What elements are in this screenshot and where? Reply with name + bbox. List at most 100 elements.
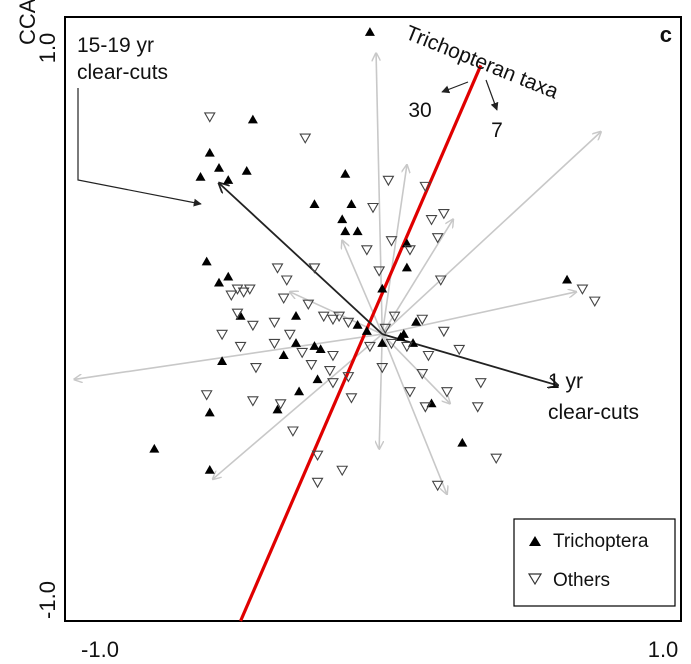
others-point-26 <box>225 290 238 301</box>
trichoptera-point-39 <box>377 283 388 293</box>
highlight-line-group <box>239 64 483 622</box>
others-point-23 <box>327 314 339 326</box>
trichoptera-point-41 <box>398 329 409 338</box>
others-point-9 <box>431 233 444 244</box>
others-point-0 <box>203 112 216 123</box>
annotation-15-19yr-line2: clear-cuts <box>77 61 168 84</box>
trichoptera-point-38 <box>204 465 215 474</box>
trichoptera-point-2 <box>204 147 215 157</box>
others-point-27 <box>231 308 244 320</box>
others-point-52 <box>246 396 259 407</box>
highlight-line <box>239 64 483 622</box>
trichoptera-point-0 <box>364 27 375 36</box>
others-point-10 <box>360 245 373 256</box>
x-tick-label-left: -1.0 <box>81 637 119 662</box>
trichoptera-point-14 <box>201 256 212 266</box>
others-point-62 <box>431 480 444 492</box>
trichoptera-point-25 <box>278 350 289 359</box>
others-point-63 <box>286 426 299 437</box>
others-point-55 <box>345 393 358 404</box>
others-point-13 <box>576 284 589 295</box>
others-point-36 <box>363 341 376 353</box>
trichoptera-point-30 <box>204 407 215 417</box>
legend-box <box>513 518 676 607</box>
others-point-22 <box>317 311 330 323</box>
trichoptera-point-32 <box>411 317 422 326</box>
others-point-49 <box>305 360 318 371</box>
others-point-53 <box>274 399 287 410</box>
env-vector-light-5 <box>342 240 383 335</box>
point-group <box>149 27 601 492</box>
env-vector-light-1 <box>381 165 407 335</box>
trichoptera-point-24 <box>315 344 326 353</box>
trichoptera-point-19 <box>352 320 363 329</box>
others-point-40 <box>385 338 398 350</box>
trichoptera-point-15 <box>223 271 234 281</box>
others-point-33 <box>268 338 281 350</box>
others-point-34 <box>296 347 309 359</box>
legend-trichoptera-marker <box>529 536 541 546</box>
others-point-42 <box>437 326 450 338</box>
trichoptera-point-3 <box>214 163 224 172</box>
taxa-count-7: 7 <box>491 119 503 142</box>
trichoptera-point-4 <box>195 172 206 181</box>
trichoptera-point-40 <box>337 214 348 224</box>
trichoptera-point-28 <box>312 374 323 384</box>
others-point-3 <box>419 181 432 193</box>
annotation-15-19yr-leader <box>77 88 202 207</box>
others-point-46 <box>376 363 389 374</box>
others-point-41 <box>400 341 413 353</box>
others-point-31 <box>216 329 229 341</box>
others-point-35 <box>327 350 339 362</box>
trichoptera-point-21 <box>377 338 388 347</box>
others-point-6 <box>367 202 379 214</box>
others-point-37 <box>379 323 392 335</box>
x-tick-label-right: 1.0 <box>648 637 679 662</box>
others-point-43 <box>453 344 466 356</box>
env-vector-light-10 <box>379 334 382 449</box>
env-vector-light-7 <box>74 333 383 379</box>
others-point-39 <box>416 314 429 326</box>
others-point-25 <box>342 317 355 329</box>
env-vector-light-2 <box>381 132 601 335</box>
env-vector-light-3 <box>382 292 576 335</box>
trichoptera-point-8 <box>340 169 351 178</box>
trichoptera-point-7 <box>309 199 320 208</box>
others-point-51 <box>200 390 213 401</box>
taxa-count-30: 30 <box>408 99 431 122</box>
trichoptera-point-1 <box>247 114 258 124</box>
legend-trichoptera-label: Trichoptera <box>553 531 649 552</box>
others-point-58 <box>440 387 453 398</box>
others-point-59 <box>474 378 487 389</box>
legend-others-label: Others <box>553 570 610 591</box>
env-vector-light-9 <box>381 333 447 494</box>
others-point-11 <box>373 266 386 277</box>
panel-letter: c <box>660 22 672 47</box>
trichoptera-point-34 <box>457 437 468 447</box>
trichoptera-point-11 <box>352 226 363 236</box>
taxa-pointer-right <box>485 79 499 111</box>
trichoptera-point-22 <box>291 338 301 347</box>
others-point-19 <box>243 284 256 295</box>
env-vector-light-4 <box>381 219 453 335</box>
others-point-61 <box>490 453 503 465</box>
y-tick-label-top: 1.0 <box>35 33 60 64</box>
others-point-2 <box>382 175 395 187</box>
env-vector-light-11 <box>381 333 450 403</box>
others-point-14 <box>271 263 284 274</box>
trichoptera-point-37 <box>149 443 160 453</box>
trichoptera-point-13 <box>401 262 412 272</box>
others-point-20 <box>277 293 290 304</box>
y-tick-label-bottom: -1.0 <box>35 581 60 619</box>
annotation-1yr-line1: 1 yr <box>548 370 583 393</box>
others-point-57 <box>419 402 432 413</box>
y-axis-title: CCA <box>15 0 40 45</box>
annotation-1yr-line2: clear-cuts <box>548 401 639 424</box>
others-point-21 <box>302 299 315 311</box>
annotation-15-19yr-line1: 15-19 yr <box>77 34 154 57</box>
trichoptera-point-23 <box>309 341 320 350</box>
others-point-38 <box>388 311 401 323</box>
others-point-28 <box>246 320 259 332</box>
trichoptera-point-26 <box>217 356 228 366</box>
